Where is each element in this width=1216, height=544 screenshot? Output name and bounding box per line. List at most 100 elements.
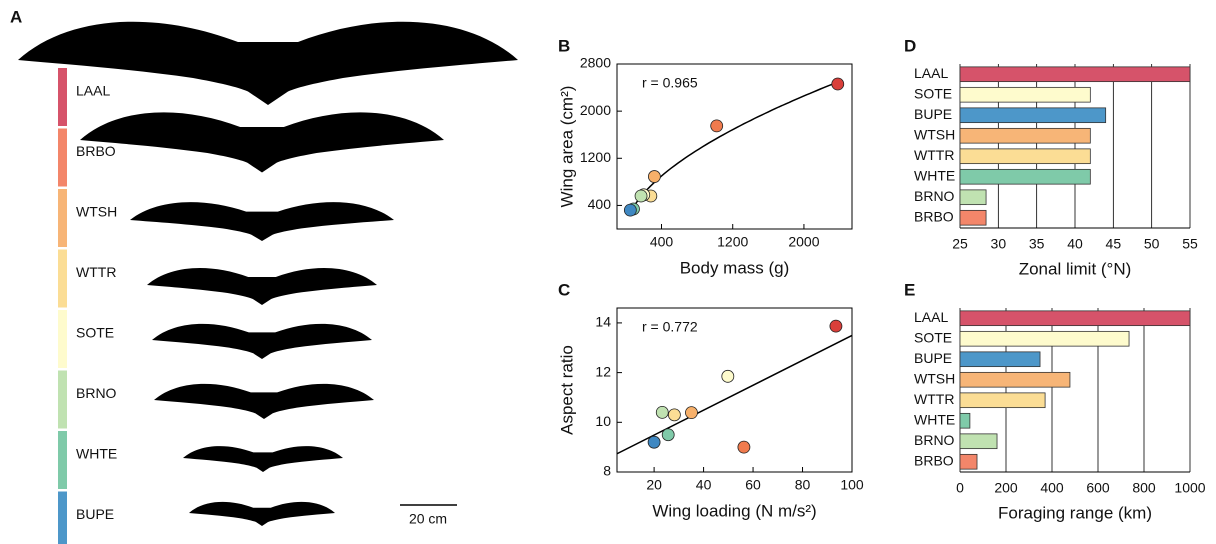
y-tick-label: 14 <box>595 314 611 330</box>
x-tick-label: 600 <box>1086 480 1110 496</box>
point <box>655 405 669 419</box>
bar <box>959 433 998 450</box>
bar <box>959 86 1091 103</box>
bar <box>959 453 978 470</box>
annotation: r = 0.965 <box>642 75 698 91</box>
silhouette <box>183 446 343 472</box>
y-tick-label: 2800 <box>580 55 611 71</box>
silhouette <box>147 267 377 305</box>
bar <box>959 330 1130 347</box>
species-label: BRBO <box>76 143 116 159</box>
category-label: BRBO <box>914 208 954 224</box>
panel-label: B <box>558 36 570 55</box>
y-tick-label: 1200 <box>580 149 611 165</box>
species-label: WTTR <box>76 264 116 280</box>
category-label: LAAL <box>914 309 948 325</box>
point <box>737 440 751 454</box>
panel-label: E <box>904 280 915 299</box>
species-label: LAAL <box>76 83 110 99</box>
x-tick-label: 800 <box>1132 480 1156 496</box>
x-tick-label: 40 <box>1067 236 1083 252</box>
species-label: SOTE <box>76 325 114 341</box>
species-label: WTSH <box>76 204 117 220</box>
silhouette <box>130 202 394 241</box>
point <box>685 406 698 420</box>
bar <box>959 66 1191 83</box>
point <box>667 408 681 422</box>
category-label: WTTR <box>914 391 954 407</box>
x-tick-label: 25 <box>952 236 968 252</box>
category-label: WHTE <box>914 411 955 427</box>
silhouette <box>154 383 374 419</box>
x-tick-label: 50 <box>1144 236 1160 252</box>
category-label: SOTE <box>914 329 952 345</box>
fit-line <box>616 334 853 455</box>
species-label: BRNO <box>76 385 117 401</box>
plot-frame <box>616 307 853 473</box>
silhouette <box>80 112 444 173</box>
x-tick-label: 1000 <box>1174 480 1205 496</box>
y-tick-label: 10 <box>595 413 611 429</box>
bar <box>959 127 1091 144</box>
category-label: WTTR <box>914 147 954 163</box>
color-bar <box>58 431 67 489</box>
category-label: LAAL <box>914 65 948 81</box>
y-tick-label: 400 <box>588 196 612 212</box>
axis-label: Foraging range (km) <box>998 503 1152 522</box>
y-tick-label: 12 <box>595 363 611 379</box>
point <box>634 189 648 203</box>
x-tick-label: 55 <box>1182 236 1198 252</box>
x-tick-label: 30 <box>991 236 1007 252</box>
plot-frame <box>616 63 853 230</box>
bar <box>959 371 1071 388</box>
x-tick-label: 40 <box>696 477 712 493</box>
fit-line <box>628 81 839 216</box>
point <box>647 170 661 183</box>
bar <box>959 148 1091 165</box>
x-tick-label: 400 <box>650 234 674 250</box>
x-tick-label: 45 <box>1106 236 1122 252</box>
annotation: r = 0.772 <box>642 319 698 335</box>
panel-label: D <box>904 36 916 55</box>
category-label: WTSH <box>914 370 955 386</box>
bar <box>959 310 1191 327</box>
x-tick-label: 0 <box>956 480 964 496</box>
category-label: WHTE <box>914 167 955 183</box>
panel-label: A <box>10 7 22 26</box>
color-bar <box>58 68 67 126</box>
species-label: WHTE <box>76 446 117 462</box>
category-label: BUPE <box>914 350 952 366</box>
bar <box>959 209 987 226</box>
category-label: BRNO <box>914 188 955 204</box>
x-tick-label: 20 <box>646 477 662 493</box>
species-label: BUPE <box>76 506 114 522</box>
axis-label: Zonal limit (°N) <box>1019 259 1132 278</box>
x-tick-label: 100 <box>840 477 864 493</box>
x-tick-label: 80 <box>795 477 811 493</box>
point <box>647 435 661 449</box>
bar <box>959 392 1046 409</box>
bar <box>959 189 987 206</box>
panel-label: C <box>558 280 570 299</box>
color-bar <box>58 310 67 368</box>
point <box>829 319 843 333</box>
point <box>721 369 735 383</box>
axis-label: Wing loading (N m/s²) <box>652 501 816 520</box>
category-label: BRNO <box>914 432 955 448</box>
color-bar <box>58 249 67 308</box>
x-tick-label: 400 <box>1040 480 1064 496</box>
scale-label: 20 cm <box>409 511 447 527</box>
silhouette <box>189 501 335 526</box>
category-label: SOTE <box>914 85 952 101</box>
y-tick-label: 2000 <box>580 102 611 118</box>
category-label: BRBO <box>914 452 954 468</box>
color-bar <box>58 128 67 187</box>
x-tick-label: 1200 <box>717 234 748 250</box>
color-bar <box>58 370 67 429</box>
axis-label: Aspect ratio <box>557 345 576 435</box>
y-tick-label: 8 <box>603 463 611 479</box>
bar <box>959 412 971 429</box>
category-label: BUPE <box>914 106 952 122</box>
axis-label: Body mass (g) <box>680 258 790 277</box>
